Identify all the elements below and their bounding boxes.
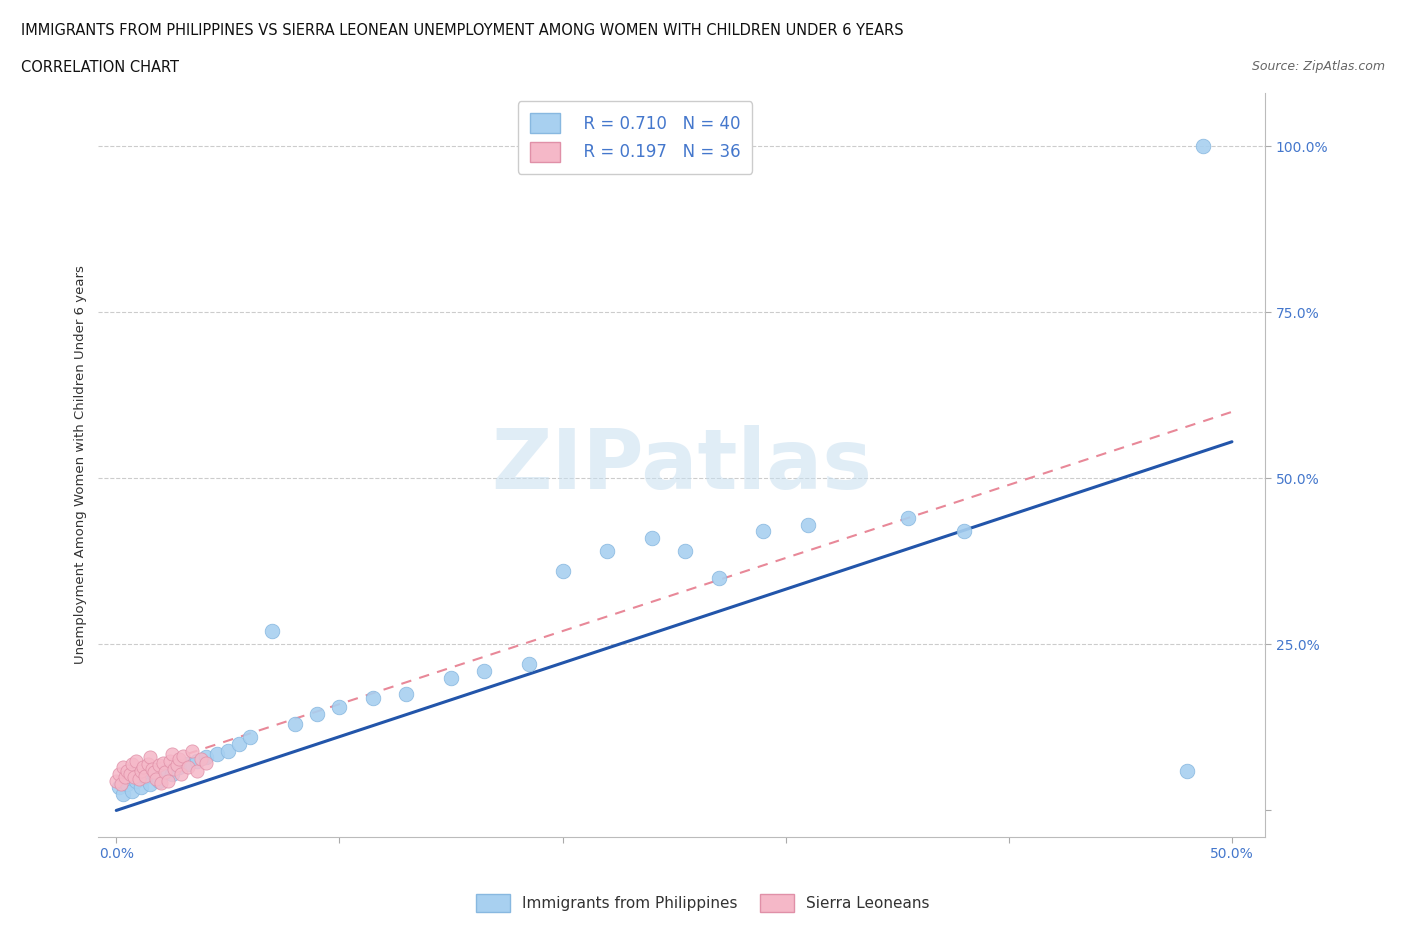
Point (239, 730, 262, 745)
Point (160, 747, 183, 762)
Point (361, 690, 384, 705)
Point (167, 760, 190, 775)
Point (136, 756, 159, 771)
Point (205, 747, 228, 762)
Point (395, 686, 418, 701)
Point (176, 760, 198, 775)
Point (125, 753, 148, 768)
Point (105, 773, 128, 788)
Point (111, 787, 134, 802)
Point (117, 777, 139, 791)
Point (110, 777, 132, 791)
Point (111, 760, 134, 775)
Text: IMMIGRANTS FROM PHILIPPINES VS SIERRA LEONEAN UNEMPLOYMENT AMONG WOMEN WITH CHIL: IMMIGRANTS FROM PHILIPPINES VS SIERRA LE… (21, 23, 904, 38)
Point (641, 531, 664, 546)
Point (160, 766, 183, 781)
Point (953, 524, 976, 538)
Point (156, 773, 179, 788)
Point (155, 764, 177, 779)
Point (125, 773, 148, 788)
Point (172, 749, 194, 764)
Point (166, 758, 188, 773)
Point (797, 517, 820, 532)
Legend: Immigrants from Philippines, Sierra Leoneans: Immigrants from Philippines, Sierra Leon… (470, 888, 936, 918)
Point (134, 770, 156, 785)
Point (122, 770, 145, 785)
Point (551, 564, 574, 578)
Point (186, 753, 208, 768)
Point (134, 768, 156, 783)
Point (139, 777, 162, 791)
Point (128, 771, 150, 786)
Point (139, 750, 162, 764)
Point (186, 764, 208, 778)
Point (284, 717, 307, 732)
Point (163, 762, 186, 777)
Point (228, 737, 250, 751)
Point (217, 743, 239, 758)
Point (118, 766, 141, 781)
Point (170, 766, 193, 781)
Point (440, 671, 463, 685)
Point (114, 770, 136, 785)
Point (148, 773, 170, 788)
Point (1192, 139, 1215, 153)
Point (673, 544, 696, 559)
Point (152, 755, 174, 770)
Text: Source: ZipAtlas.com: Source: ZipAtlas.com (1251, 60, 1385, 73)
Point (107, 779, 129, 794)
Point (141, 762, 163, 777)
Point (155, 764, 177, 778)
Text: CORRELATION CHART: CORRELATION CHART (21, 60, 179, 75)
Legend:   R = 0.710   N = 40,   R = 0.197   N = 36: R = 0.710 N = 40, R = 0.197 N = 36 (517, 101, 752, 174)
Point (262, 624, 284, 639)
Point (194, 755, 217, 770)
Point (159, 753, 181, 768)
Point (752, 524, 775, 538)
Point (129, 779, 152, 794)
Point (121, 756, 143, 771)
Point (148, 758, 170, 773)
Point (149, 775, 172, 790)
Point (143, 764, 166, 779)
Point (194, 750, 217, 764)
Point (121, 783, 143, 798)
Point (897, 511, 920, 525)
Point (517, 657, 540, 671)
Point (181, 743, 204, 758)
Point (129, 764, 152, 778)
Point (176, 756, 198, 771)
Point (132, 760, 155, 775)
Y-axis label: Unemployment Among Women with Children Under 6 years: Unemployment Among Women with Children U… (75, 266, 87, 664)
Point (328, 700, 350, 715)
Point (117, 764, 139, 778)
Point (107, 766, 129, 781)
Point (145, 771, 167, 786)
Point (167, 751, 190, 766)
Point (707, 570, 730, 585)
Point (143, 766, 166, 781)
Point (596, 544, 619, 559)
Point (474, 663, 496, 678)
Point (307, 707, 329, 722)
Point (1175, 764, 1198, 778)
Point (190, 751, 212, 766)
Text: ZIPatlas: ZIPatlas (492, 424, 872, 506)
